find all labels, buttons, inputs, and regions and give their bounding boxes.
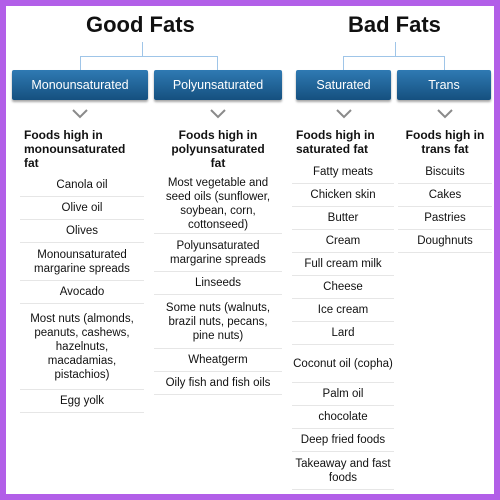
list-item: Polyunsaturated margarine spreads (154, 234, 282, 272)
list-item-label: Olive oil (61, 202, 103, 214)
list-item: chocolate (292, 406, 394, 429)
list-item-label: Linseeds (194, 277, 242, 289)
bad-fats-heading: Bad Fats (348, 12, 441, 37)
list-item: Egg yolk (20, 390, 144, 413)
list-item-label: Most nuts (almonds, peanuts, cashews, ha… (30, 312, 134, 381)
list-item-label: chocolate (318, 411, 368, 423)
list-item-label: Biscuits (425, 166, 465, 178)
list-item-label: Fatty meats (312, 166, 374, 178)
list-item: Most nuts (almonds, peanuts, cashews, ha… (20, 304, 144, 390)
list-item-label: Wheatgerm (188, 354, 248, 366)
list-item: Coconut oil (copha) (292, 345, 394, 383)
list-item: Fatty meats (292, 161, 394, 184)
column-monounsaturated: Foods high in monounsaturated fat Canola … (20, 128, 144, 413)
list-item: Deep fried foods (292, 429, 394, 452)
list-item-label: Cream (325, 235, 361, 247)
bad-connector-branch (343, 56, 445, 70)
list-item-label: Oily fish and fish oils (165, 377, 271, 389)
list-item: Butter (292, 207, 394, 230)
chevron-down-icon (72, 109, 88, 119)
good-connector-branch (80, 56, 218, 70)
list-item-label: Polyunsaturated margarine spreads (170, 239, 266, 266)
list-item: Wheatgerm (154, 349, 282, 372)
list-item-label: Canola oil (56, 179, 108, 191)
tab-polyunsaturated: Polyunsaturated (154, 70, 282, 100)
list-item: Biscuits (398, 161, 492, 184)
list-item: Chicken skin (292, 184, 394, 207)
tab-monounsaturated: Monounsaturated (12, 70, 148, 100)
list-item-label: Chicken skin (310, 189, 376, 201)
list-item-label: Olives (66, 225, 98, 237)
list-item-label: Butter (327, 212, 359, 224)
list-item: Oily fish and fish oils (154, 372, 282, 395)
list-item: Canola oil (20, 174, 144, 197)
list-item: Palm oil (292, 383, 394, 406)
list-item: Cakes (398, 184, 492, 207)
chevron-down-icon (336, 109, 352, 119)
chevron-down-icon (437, 109, 453, 119)
list-item: Monounsaturated margarine spreads (20, 243, 144, 281)
list-item-label: Monounsaturated margarine spreads (34, 248, 130, 275)
tab-saturated: Saturated (296, 70, 391, 100)
list-item-label: Deep fried foods (300, 434, 386, 446)
list-item: Lard (292, 322, 394, 345)
bad-connector-stem (395, 42, 396, 56)
column-saturated: Foods high in saturated fat Fatty meats Ch… (292, 128, 394, 490)
list-item-label: Coconut oil (copha) (293, 357, 393, 370)
list-item: Ice cream (292, 299, 394, 322)
list-item-label: Pastries (424, 212, 466, 224)
column-header: Foods high in monounsaturated fat (24, 128, 126, 170)
list-item: Olives (20, 220, 144, 243)
list-item-label: Lard (331, 327, 355, 339)
column-header: Foods high in trans fat (405, 128, 485, 156)
column-trans: Foods high in trans fat Biscuits Cakes Past… (398, 128, 492, 253)
list-item: Pastries (398, 207, 492, 230)
chevron-down-icon (210, 109, 226, 119)
list-item: Avocado (20, 281, 144, 304)
list-item-label: Palm oil (322, 388, 364, 400)
list-item-label: Cakes (428, 189, 462, 201)
list-item-label: Egg yolk (59, 395, 105, 407)
list-item: Olive oil (20, 197, 144, 220)
list-item: Doughnuts (398, 230, 492, 253)
list-item: Some nuts (walnuts, brazil nuts, pecans,… (154, 295, 282, 349)
tab-trans: Trans (397, 70, 491, 100)
column-polyunsaturated: Foods high in polyunsaturated fat Most ve… (154, 128, 282, 395)
list-item-label: Doughnuts (417, 235, 473, 247)
list-item: Linseeds (154, 272, 282, 295)
list-item-label: Most vegetable and seed oils (sunflower,… (165, 176, 271, 231)
list-item-label: Avocado (59, 286, 105, 298)
good-connector-stem (142, 42, 143, 56)
column-header: Foods high in saturated fat (296, 128, 375, 156)
good-fats-heading: Good Fats (86, 12, 195, 37)
list-item: Takeaway and fast foods (292, 452, 394, 490)
list-item: Full cream milk (292, 253, 394, 276)
list-item-label: Ice cream (317, 304, 369, 316)
list-item: Cheese (292, 276, 394, 299)
column-header: Foods high in polyunsaturated fat (171, 128, 265, 170)
list-item-label: Some nuts (walnuts, brazil nuts, pecans,… (165, 301, 271, 342)
list-item: Cream (292, 230, 394, 253)
list-item-label: Full cream milk (304, 258, 382, 270)
list-item-label: Takeaway and fast foods (295, 457, 391, 484)
list-item: Most vegetable and seed oils (sunflower,… (154, 174, 282, 234)
list-item-label: Cheese (323, 281, 363, 293)
